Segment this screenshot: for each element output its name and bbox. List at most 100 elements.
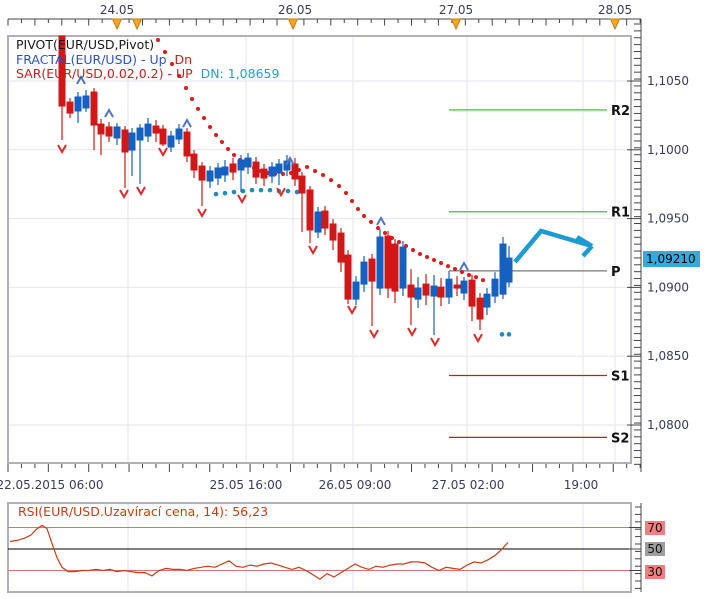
sar-down-dot — [337, 183, 341, 188]
sar-down-dot — [425, 254, 429, 259]
sar-down-dot — [383, 231, 387, 236]
sar-down-dot — [460, 269, 464, 274]
fractal-down-icon — [119, 189, 129, 200]
forecast-arrow-head — [581, 244, 594, 258]
candle-body-bear — [298, 175, 306, 194]
sar-down-dot — [474, 275, 478, 280]
sar-down-dot — [344, 191, 348, 196]
candle-body-bull — [214, 167, 222, 179]
candle-body-bull — [206, 170, 214, 182]
legend-sar: SAR(EUR/USD,0.02,0.2) - UP DN: 1,08659 — [16, 66, 280, 81]
candle-body-bull — [499, 243, 507, 295]
sar-down-dot — [369, 220, 373, 225]
fractal-down-icon — [57, 144, 67, 155]
sar-up-dot — [240, 188, 246, 194]
pivot-label-s1: S1 — [611, 369, 629, 384]
candle-body-bear — [384, 235, 392, 289]
candle-body-bull — [136, 127, 144, 141]
main-chart-legend: PIVOT(EUR/USD,Pivot) FRACTAL(EUR/USD) - … — [16, 37, 280, 82]
fractal-down-icon — [407, 327, 417, 338]
sar-down-dot — [220, 139, 224, 144]
sar-down-dot — [208, 124, 212, 129]
candle-body-bear — [229, 163, 237, 173]
candle-body-bull — [244, 157, 252, 168]
sar-down-dot — [170, 61, 174, 66]
sar-up-dot — [285, 188, 291, 194]
price-axis-label: 1,0800 — [647, 418, 689, 432]
day-marker-icon — [111, 18, 123, 31]
sar-down-dot — [202, 116, 206, 121]
candle-body-bull — [314, 211, 322, 233]
candle-body-bull — [491, 278, 499, 297]
sar-up-dot — [294, 189, 300, 195]
candle-body-bull — [376, 236, 384, 289]
candle-body-bear — [306, 189, 314, 231]
candle-body-bear — [344, 254, 352, 300]
forecast-arrow[interactable] — [513, 228, 593, 264]
legend-fractal: FRACTAL(EUR/USD) - Up Dn — [16, 51, 193, 67]
rsi-legend: RSI(EUR/USD.Uzavírací cena, 14): 56,23 — [18, 504, 269, 519]
rsi-panel — [7, 502, 632, 593]
fractal-down-icon — [308, 245, 318, 256]
candle-body-bear — [391, 243, 399, 292]
candle-body-bear — [105, 126, 113, 137]
candle-body-bull — [221, 166, 229, 176]
top-date-label: 26.05 — [278, 3, 312, 17]
sar-down-dot — [446, 264, 450, 269]
day-marker-icon — [287, 18, 299, 31]
price-axis-label: 1,0850 — [647, 349, 689, 363]
candle-body-bear — [407, 284, 415, 298]
pivot-label-r2: R2 — [611, 104, 630, 119]
rsi-level-badge-50: 50 — [645, 542, 665, 556]
top-date-label: 27.05 — [439, 3, 473, 17]
sar-down-dot — [376, 225, 380, 230]
candle-body-bull — [483, 293, 491, 308]
fractal-down-icon — [347, 305, 357, 316]
candle-body-bull — [414, 287, 422, 300]
sar-down-dot — [184, 86, 188, 91]
candle-body-bear — [97, 123, 105, 135]
sar-down-dot — [432, 258, 436, 263]
candle-body-bull — [445, 278, 453, 298]
candle-body-bull — [505, 257, 513, 283]
fractal-down-icon — [430, 337, 440, 348]
sar-up-dot — [231, 189, 237, 195]
fractal-down-icon — [473, 333, 483, 344]
price-axis-label: 1,0950 — [647, 212, 689, 226]
sar-up-dot — [213, 191, 219, 197]
candle-body-bear — [159, 128, 167, 145]
candle-body-bear — [468, 279, 476, 307]
fractal-up-icon — [459, 261, 469, 271]
top-date-label: 28.05 — [598, 3, 632, 17]
candle-body-bull — [167, 135, 175, 148]
sar-up-dot — [258, 187, 264, 193]
price-axis-label: 1,1050 — [647, 74, 689, 88]
pivot-label-p: P — [611, 265, 621, 280]
sar-down-dot — [397, 239, 401, 244]
rsi-level-badge-70: 70 — [645, 521, 665, 535]
sar-down-dot — [362, 213, 366, 218]
fractal-down-icon — [197, 208, 207, 219]
sar-down-dot — [196, 106, 200, 111]
candle-body-bear — [476, 297, 484, 320]
legend-pivot: PIVOT(EUR/USD,Pivot) — [16, 37, 155, 52]
rsi-level-badge-30: 30 — [645, 565, 665, 579]
candle-body-bull — [74, 96, 82, 112]
fractal-down-icon — [158, 147, 168, 158]
top-date-label: 24.05 — [100, 3, 134, 17]
sar-down-dot — [232, 153, 236, 158]
fractal-up-icon — [104, 108, 114, 118]
sar-down-dot — [156, 37, 160, 42]
sar-down-dot — [190, 97, 194, 102]
sar-down-dot — [356, 206, 360, 211]
sar-down-dot — [418, 251, 422, 256]
sar-down-dot — [321, 172, 325, 177]
sar-down-dot — [481, 278, 485, 283]
pivot-label-s2: S2 — [611, 431, 629, 446]
price-axis-label: 1,1000 — [647, 143, 689, 157]
pivot-label-r1: R1 — [611, 206, 630, 221]
candle-body-bear — [66, 101, 74, 114]
sar-up-dot — [506, 332, 512, 337]
fractal-up-icon — [76, 74, 86, 85]
